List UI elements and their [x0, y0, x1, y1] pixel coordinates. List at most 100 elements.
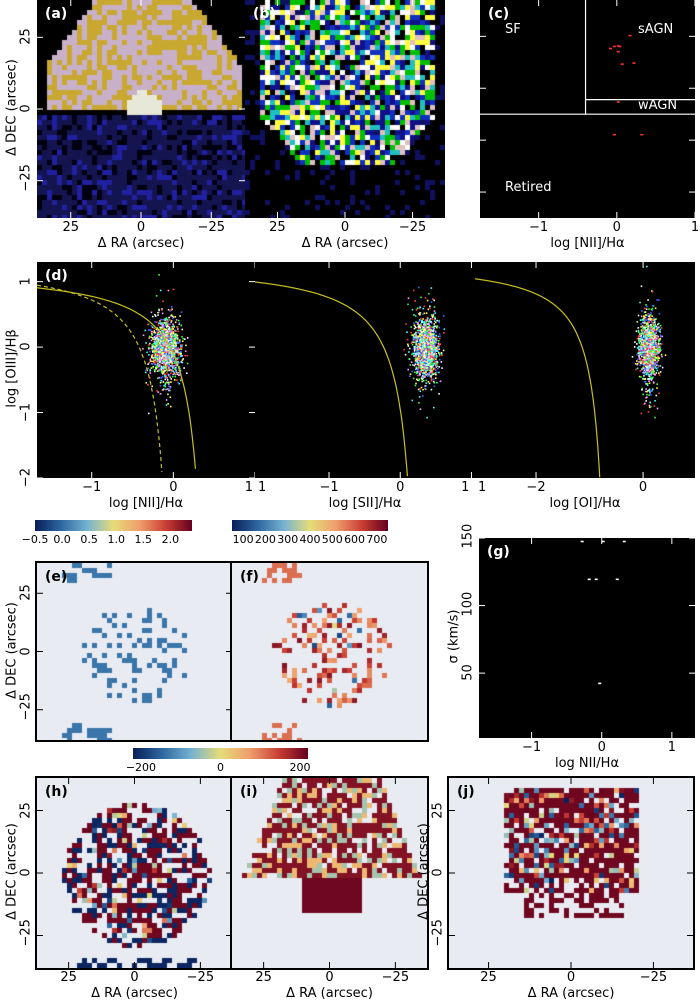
- data-point: [426, 345, 428, 347]
- data-point: [165, 357, 167, 360]
- data-point: [642, 348, 644, 350]
- data-point: [160, 323, 162, 325]
- data-point: [151, 344, 153, 346]
- data-point: [145, 382, 148, 384]
- data-point: [182, 337, 184, 340]
- colorbar-tick-label: 400: [299, 533, 321, 546]
- data-point: [172, 330, 174, 333]
- data-point: [170, 344, 173, 347]
- x-tick-label: 0: [325, 970, 334, 985]
- data-point: [428, 355, 431, 357]
- data-point: [645, 344, 648, 347]
- data-point: [429, 305, 431, 308]
- data-point: [171, 330, 173, 333]
- data-point: [650, 338, 653, 341]
- data-point: [430, 341, 432, 343]
- colorbar: [133, 748, 308, 759]
- data-point: [657, 372, 660, 374]
- data-point: [152, 357, 155, 360]
- data-point: [159, 393, 162, 395]
- data-point: [652, 327, 655, 330]
- scatter-background: [480, 0, 695, 218]
- data-point: [640, 352, 642, 355]
- axes: [37, 778, 232, 968]
- data-point: [413, 355, 415, 357]
- data-point: [651, 348, 653, 351]
- data-point: [642, 377, 645, 380]
- map-image: [37, 778, 232, 968]
- data-point: [164, 383, 167, 386]
- data-point: [648, 406, 651, 409]
- data-point: [156, 331, 159, 334]
- data-point: [164, 359, 167, 361]
- data-point: [648, 359, 651, 362]
- data-point: [178, 366, 181, 368]
- data-point: [658, 340, 660, 343]
- data-point: [612, 45, 616, 48]
- y-tick-label: 25: [18, 584, 34, 602]
- data-point: [437, 350, 440, 353]
- data-point: [645, 349, 647, 352]
- data-point: [651, 290, 654, 293]
- data-point: [433, 362, 435, 365]
- data-point: [423, 339, 426, 341]
- x-tick-label: −2: [526, 480, 546, 495]
- data-point: [168, 352, 171, 355]
- data-point: [160, 355, 162, 358]
- data-point: [176, 338, 179, 341]
- data-point: [154, 356, 156, 359]
- data-point: [173, 359, 176, 362]
- x-tick-label: 25: [255, 970, 272, 985]
- data-point: [167, 367, 170, 369]
- data-point: [646, 382, 649, 385]
- data-point: [414, 325, 416, 328]
- data-point: [170, 306, 173, 308]
- data-point: [658, 339, 661, 342]
- data-point: [647, 378, 649, 380]
- data-point: [647, 334, 650, 337]
- data-point: [653, 337, 656, 340]
- data-point: [438, 344, 441, 347]
- data-point: [429, 375, 432, 377]
- data-point: [426, 364, 429, 366]
- data-point: [643, 373, 645, 375]
- axes: [480, 0, 696, 218]
- data-point: [647, 369, 650, 372]
- data-point: [171, 347, 174, 349]
- data-point: [173, 338, 176, 341]
- x-tick-label: 25: [62, 220, 79, 235]
- data-point: [423, 354, 426, 357]
- data-point: [637, 329, 640, 332]
- data-point: [425, 369, 427, 372]
- data-point: [433, 327, 435, 330]
- data-point: [652, 360, 654, 363]
- data-point: [439, 358, 441, 361]
- data-point: [165, 349, 168, 351]
- data-point: [167, 361, 170, 364]
- data-point: [658, 326, 660, 329]
- data-point: [598, 682, 602, 685]
- data-point: [422, 361, 424, 364]
- data-point: [651, 319, 654, 322]
- data-point: [155, 365, 157, 368]
- data-point: [648, 333, 651, 335]
- data-point: [422, 359, 425, 362]
- data-point: [645, 338, 648, 341]
- data-point: [650, 352, 653, 354]
- data-point: [165, 369, 168, 371]
- data-point: [644, 380, 647, 383]
- data-point: [171, 363, 173, 366]
- colorbar-tick-label: 600: [344, 533, 366, 546]
- data-point: [163, 339, 166, 341]
- data-point: [421, 349, 424, 352]
- data-point: [426, 360, 428, 363]
- data-point: [431, 353, 434, 356]
- data-point: [180, 350, 182, 353]
- data-point: [434, 343, 436, 346]
- data-point: [640, 326, 642, 328]
- data-point: [424, 367, 427, 369]
- data-point: [173, 371, 176, 373]
- data-point: [433, 299, 435, 302]
- y-tick-label: 0: [18, 868, 34, 877]
- data-point: [643, 369, 646, 372]
